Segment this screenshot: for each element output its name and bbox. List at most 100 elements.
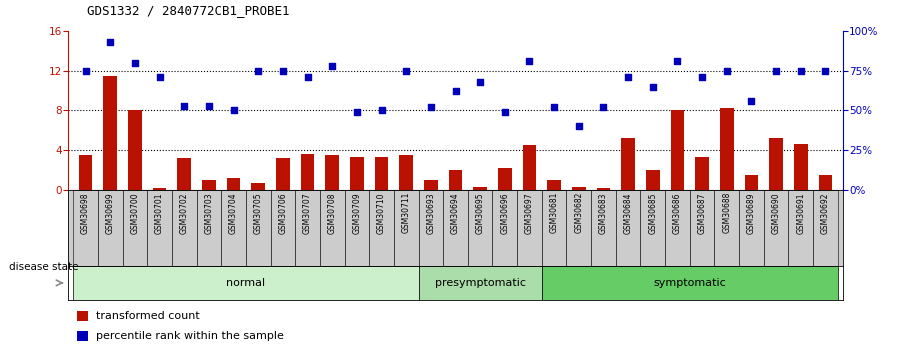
Text: GSM30694: GSM30694	[451, 192, 460, 234]
Text: GSM30687: GSM30687	[698, 192, 707, 234]
Bar	[178, 158, 191, 190]
Point	[620, 74, 635, 80]
Point	[301, 74, 315, 80]
Bar	[591, 190, 616, 266]
Bar	[73, 266, 418, 300]
Text: GSM30697: GSM30697	[525, 192, 534, 234]
Bar	[350, 157, 363, 190]
Bar	[301, 154, 314, 190]
Point	[103, 39, 118, 45]
Bar	[104, 76, 117, 190]
Bar	[73, 190, 97, 266]
Text: GSM30690: GSM30690	[772, 192, 781, 234]
Bar	[542, 190, 567, 266]
Text: transformed count: transformed count	[96, 311, 200, 321]
Point	[276, 68, 291, 73]
Text: GSM30686: GSM30686	[673, 192, 682, 234]
Text: percentile rank within the sample: percentile rank within the sample	[96, 331, 283, 341]
Text: symptomatic: symptomatic	[653, 278, 726, 288]
Bar	[77, 331, 88, 341]
Bar	[77, 311, 88, 321]
Bar	[449, 170, 462, 190]
Bar	[227, 178, 241, 190]
Text: GSM30711: GSM30711	[402, 192, 411, 234]
Bar	[443, 190, 468, 266]
Bar	[202, 180, 216, 190]
Text: GSM30708: GSM30708	[328, 192, 337, 234]
Text: GSM30706: GSM30706	[279, 192, 287, 234]
Text: GSM30702: GSM30702	[179, 192, 189, 234]
Bar	[498, 168, 512, 190]
Bar	[325, 155, 339, 190]
Text: GSM30689: GSM30689	[747, 192, 756, 234]
Bar	[418, 266, 542, 300]
Bar	[271, 190, 295, 266]
Bar	[369, 190, 394, 266]
Bar	[616, 190, 640, 266]
Text: GSM30699: GSM30699	[106, 192, 115, 234]
Text: GSM30683: GSM30683	[599, 192, 608, 234]
Bar	[97, 190, 123, 266]
Point	[769, 68, 783, 73]
Bar	[320, 190, 344, 266]
Bar	[739, 190, 763, 266]
Bar	[221, 190, 246, 266]
Bar	[523, 145, 537, 190]
Bar	[468, 190, 493, 266]
Text: GSM30681: GSM30681	[549, 192, 558, 234]
Bar	[295, 190, 320, 266]
Bar	[640, 190, 665, 266]
Bar	[197, 190, 221, 266]
Bar	[690, 190, 714, 266]
Bar	[394, 190, 418, 266]
Text: normal: normal	[226, 278, 265, 288]
Text: GSM30698: GSM30698	[81, 192, 90, 234]
Point	[497, 109, 512, 115]
Point	[793, 68, 808, 73]
Bar	[418, 190, 443, 266]
Bar	[128, 110, 142, 190]
Text: GSM30684: GSM30684	[624, 192, 632, 234]
Bar	[474, 187, 487, 190]
Bar	[172, 190, 197, 266]
Text: GSM30709: GSM30709	[353, 192, 362, 234]
Bar	[567, 190, 591, 266]
Text: GSM30693: GSM30693	[426, 192, 435, 234]
Text: GSM30688: GSM30688	[722, 192, 732, 234]
Text: GSM30700: GSM30700	[130, 192, 139, 234]
Bar	[646, 170, 660, 190]
Point	[547, 105, 561, 110]
Point	[695, 74, 710, 80]
Text: GSM30695: GSM30695	[476, 192, 485, 234]
Point	[374, 108, 389, 113]
Bar	[814, 190, 838, 266]
Bar	[695, 157, 709, 190]
Point	[571, 124, 586, 129]
Point	[350, 109, 364, 115]
Bar	[744, 175, 758, 190]
Bar	[246, 190, 271, 266]
Text: GSM30710: GSM30710	[377, 192, 386, 234]
Bar	[542, 266, 838, 300]
Text: GSM30685: GSM30685	[649, 192, 658, 234]
Point	[226, 108, 241, 113]
Text: GSM30701: GSM30701	[155, 192, 164, 234]
Bar	[769, 138, 783, 190]
Bar	[374, 157, 388, 190]
Point	[818, 68, 833, 73]
Bar	[148, 190, 172, 266]
Bar	[720, 108, 733, 190]
Text: GSM30682: GSM30682	[574, 192, 583, 234]
Point	[152, 74, 167, 80]
Bar	[123, 190, 148, 266]
Text: GSM30705: GSM30705	[253, 192, 262, 234]
Bar	[819, 175, 832, 190]
Point	[744, 98, 759, 104]
Point	[201, 103, 216, 108]
Point	[646, 84, 660, 89]
Bar	[572, 187, 586, 190]
Point	[128, 60, 142, 66]
Bar	[399, 155, 413, 190]
Bar	[251, 183, 265, 190]
Point	[473, 79, 487, 85]
